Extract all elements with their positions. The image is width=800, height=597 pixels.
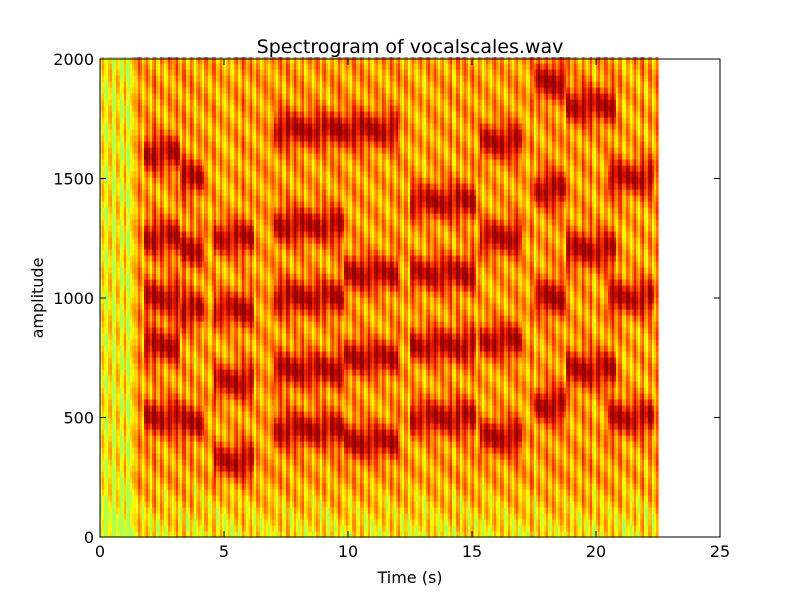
spectrogram-heatmap <box>100 57 659 538</box>
chart-title: Spectrogram of vocalscales.wav <box>257 36 564 58</box>
